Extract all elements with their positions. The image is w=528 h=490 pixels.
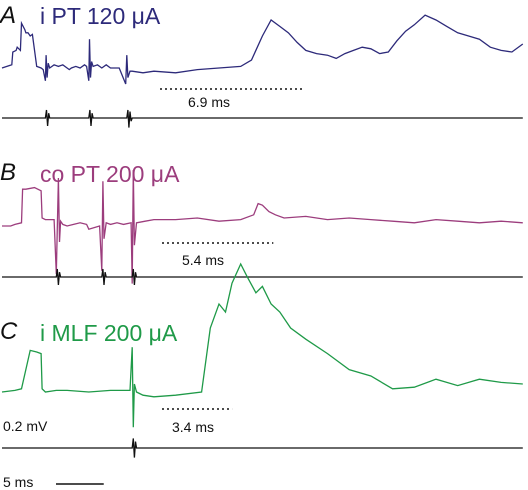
recording-trace-a xyxy=(1,14,524,85)
panel-letter-a: A xyxy=(0,2,16,29)
delay-label-b: 5.4 ms xyxy=(182,252,224,268)
panel-letter-b: B xyxy=(0,159,16,186)
stimulus-trace-a xyxy=(2,109,523,128)
delay-label-c: 3.4 ms xyxy=(172,419,214,435)
stimulus-trace-c xyxy=(2,438,523,458)
panel-title-b: co PT 200 μA xyxy=(40,161,180,187)
panel-title-a: i PT 120 μA xyxy=(40,3,161,29)
panel-title-c: i MLF 200 μA xyxy=(40,320,178,346)
panel-c: C i MLF 200 μA 3.4 ms xyxy=(0,262,523,458)
stimulus-trace-b xyxy=(2,268,523,286)
panel-letter-c: C xyxy=(0,318,18,345)
recording-trace-c xyxy=(1,262,523,428)
delay-label-a: 6.9 ms xyxy=(188,94,230,110)
recording-trace-b xyxy=(2,169,523,284)
time-scale-label: 5 ms xyxy=(3,474,33,490)
panel-a: A i PT 120 μA 6.9 ms xyxy=(0,2,524,128)
voltage-scale-label: 0.2 mV xyxy=(3,418,48,434)
panel-b: B co PT 200 μA 5.4 ms xyxy=(0,159,523,286)
